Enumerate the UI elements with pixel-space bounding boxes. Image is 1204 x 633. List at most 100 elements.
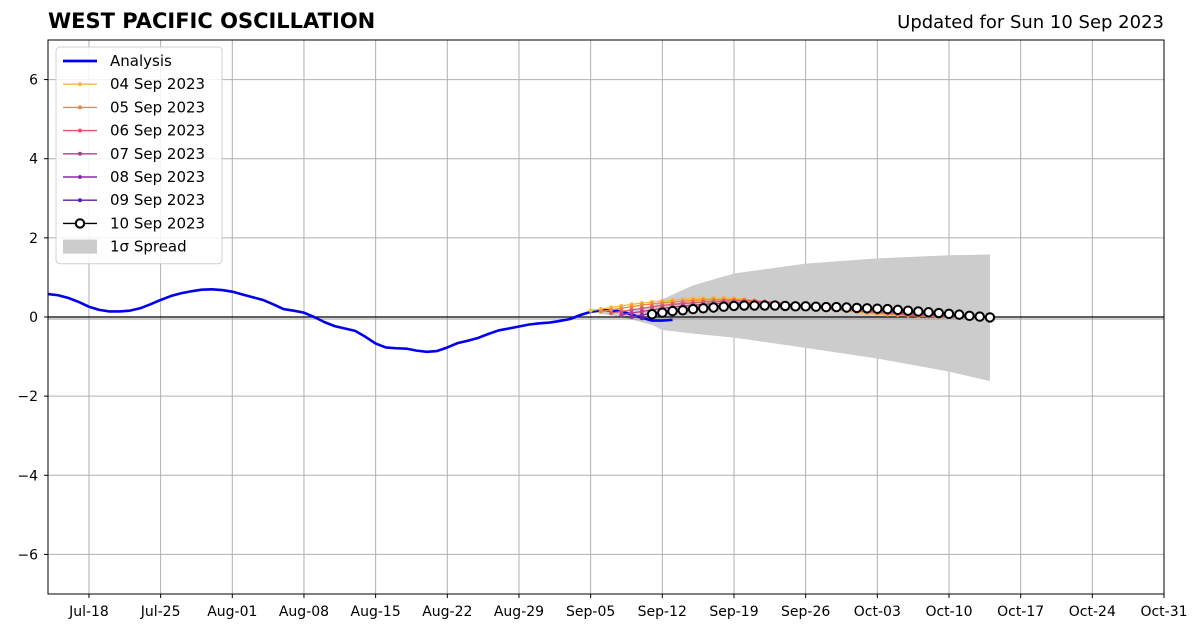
forecast-marker xyxy=(619,309,624,314)
legend-marker xyxy=(78,198,82,203)
y-tick-label: 2 xyxy=(29,231,38,247)
legend-label: 10 Sep 2023 xyxy=(110,214,205,232)
forecast-marker xyxy=(759,300,770,311)
y-tick-label: 0 xyxy=(29,310,38,326)
legend-label: 06 Sep 2023 xyxy=(110,122,205,140)
legend-item: 07 Sep 2023 xyxy=(63,145,205,163)
forecast-marker xyxy=(667,305,678,317)
forecast-marker xyxy=(831,301,842,313)
forecast-marker xyxy=(739,300,750,311)
forecast-marker xyxy=(657,307,668,318)
spread-band xyxy=(590,254,990,382)
y-tick-label: 4 xyxy=(29,152,38,168)
forecast-marker xyxy=(800,301,811,312)
legend-box xyxy=(55,46,223,265)
x-tick-label: Jul-18 xyxy=(68,604,109,620)
x-tick-label: Oct-17 xyxy=(997,604,1044,620)
grid-lines: −6 −4 −2 0 2 4 6 Jul-18 Jul-25 Aug-01 Aug-08 Aug-15… xyxy=(17,40,1188,620)
forecast-series xyxy=(646,300,996,323)
forecast-marker xyxy=(687,303,699,315)
forecast-marker xyxy=(718,301,729,312)
forecast-marker xyxy=(810,301,822,312)
x-tick-label: Sep-05 xyxy=(566,604,615,620)
legend-item: 06 Sep 2023 xyxy=(63,122,205,140)
x-tick-label: Aug-29 xyxy=(494,604,544,620)
legend-label: Analysis xyxy=(110,52,172,70)
x-tick-label: Aug-15 xyxy=(351,604,401,620)
forecast-marker xyxy=(708,302,719,313)
forecast-marker xyxy=(588,308,593,313)
forecast-marker xyxy=(851,302,863,314)
legend-label: 1σ Spread xyxy=(110,238,187,256)
forecast-marker xyxy=(820,301,832,313)
legend-item: Analysis xyxy=(63,52,172,70)
updated-date: Updated for Sun 10 Sep 2023 xyxy=(897,12,1164,33)
legend-item: 09 Sep 2023 xyxy=(63,191,205,209)
forecast-marker xyxy=(749,300,760,311)
forecast-marker xyxy=(841,302,852,313)
x-tick-label: Oct-31 xyxy=(1140,604,1187,620)
legend-marker xyxy=(78,151,82,156)
legend-item: 04 Sep 2023 xyxy=(63,75,205,93)
forecast-marker xyxy=(861,303,873,314)
forecast-marker xyxy=(933,307,944,319)
legend-label: 05 Sep 2023 xyxy=(110,98,205,116)
forecast-marker xyxy=(769,300,781,311)
x-tick-label: Aug-08 xyxy=(279,604,329,620)
x-tick-label: Oct-03 xyxy=(854,604,901,620)
legend-item: 1σ Spread xyxy=(63,238,187,256)
forecast-marker xyxy=(698,303,709,314)
forecast-marker xyxy=(619,312,624,318)
x-tick-label: Aug-01 xyxy=(207,604,257,620)
x-tick-label: Sep-19 xyxy=(709,604,758,620)
forecast-marker xyxy=(943,308,955,320)
forecast-marker xyxy=(639,309,644,314)
forecast-marker xyxy=(954,309,965,320)
x-tick-label: Oct-10 xyxy=(925,604,972,620)
forecast-marker xyxy=(677,305,688,316)
x-tick-label: Sep-12 xyxy=(638,604,687,620)
y-tick-label: −6 xyxy=(17,547,38,563)
y-tick-label: −4 xyxy=(17,468,38,484)
legend-item: 05 Sep 2023 xyxy=(63,98,205,116)
forecast-marker xyxy=(609,310,614,316)
legend-swatch xyxy=(63,239,97,254)
forecast-marker xyxy=(892,304,903,316)
forecast-marker xyxy=(629,314,634,320)
forecast-marker xyxy=(882,303,893,315)
forecast-marker xyxy=(984,312,996,323)
x-tick-label: Jul-25 xyxy=(140,604,181,620)
chart-title: WEST PACIFIC OSCILLATION xyxy=(48,9,376,33)
legend-marker xyxy=(74,218,86,229)
y-tick-label: 6 xyxy=(29,73,38,89)
legend-label: 09 Sep 2023 xyxy=(110,191,205,209)
legend-marker xyxy=(78,105,82,110)
forecast-marker xyxy=(923,307,934,318)
forecast-marker xyxy=(646,309,658,320)
forecast-marker xyxy=(639,316,644,321)
forecast-marker xyxy=(974,311,985,322)
legend-marker xyxy=(78,82,82,87)
forecast-marker xyxy=(728,300,740,312)
legend-label: 08 Sep 2023 xyxy=(110,168,205,186)
forecast-marker xyxy=(964,310,975,322)
legend-label: 04 Sep 2023 xyxy=(110,75,205,93)
legend-marker xyxy=(78,175,82,179)
forecast-marker xyxy=(779,300,791,312)
x-tick-label: Sep-26 xyxy=(781,604,830,620)
forecast-marker xyxy=(902,305,914,316)
forecast-marker xyxy=(598,309,603,314)
forecast-marker xyxy=(790,301,801,312)
forecast-marker xyxy=(872,303,883,314)
legend-marker xyxy=(78,128,82,133)
forecast-marker xyxy=(913,306,924,317)
x-tick-label: Oct-24 xyxy=(1069,604,1116,620)
analysis-line xyxy=(48,287,673,354)
legend-label: 07 Sep 2023 xyxy=(110,145,205,163)
legend-item: 08 Sep 2023 xyxy=(63,168,205,186)
legend: Analysis 04 Sep 2023 05 Sep 2023 06 Sep 202… xyxy=(55,46,223,265)
plot-layer xyxy=(48,254,1164,382)
y-tick-label: −2 xyxy=(17,389,38,405)
forecast-marker xyxy=(629,310,634,316)
